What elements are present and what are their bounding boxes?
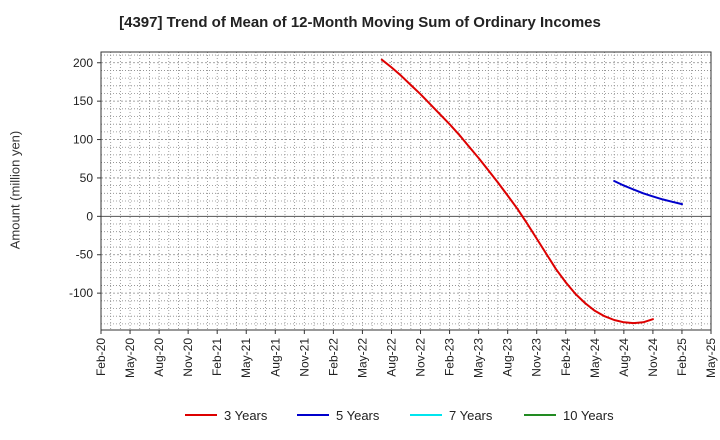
x-tick-label: Nov-20	[181, 338, 195, 377]
x-tick-label: May-23	[472, 338, 486, 378]
legend-label-3-years: 3 Years	[224, 408, 268, 423]
y-tick-label: 200	[73, 56, 93, 70]
legend-label-7-years: 7 Years	[449, 408, 493, 423]
chart-title: [4397] Trend of Mean of 12-Month Moving …	[119, 14, 601, 31]
x-tick-label: May-24	[588, 338, 602, 378]
x-tick-label: May-20	[123, 338, 137, 378]
y-tick-label: 150	[73, 94, 93, 108]
x-tick-label: Feb-20	[94, 338, 108, 376]
y-tick-label: -50	[76, 248, 94, 262]
x-tick-label: Aug-24	[617, 338, 631, 377]
y-tick-label: 0	[86, 209, 93, 223]
x-tick-label: Feb-21	[210, 338, 224, 376]
x-tick-label: Aug-22	[384, 338, 398, 377]
plot-area-border	[100, 51, 712, 331]
x-tick-label: Feb-25	[675, 338, 689, 376]
x-tick-label: Aug-23	[501, 338, 515, 377]
x-tick-label: May-22	[355, 338, 369, 378]
y-tick-label: 100	[73, 133, 93, 147]
x-tick-label: Feb-23	[443, 338, 457, 376]
x-tick-label: Nov-23	[530, 338, 544, 377]
legend-label-10-years: 10 Years	[563, 408, 614, 423]
x-tick-label: Nov-22	[414, 338, 428, 377]
x-tick-label: Nov-21	[297, 338, 311, 377]
y-tick-label: 50	[80, 171, 94, 185]
x-tick-label: May-21	[239, 338, 253, 378]
x-tick-label: Aug-21	[268, 338, 282, 377]
x-tick-label: May-25	[704, 338, 718, 378]
x-tick-label: Feb-24	[559, 338, 573, 376]
series-line-3-years	[380, 58, 654, 325]
x-tick-label: Feb-22	[326, 338, 340, 376]
x-tick-label: Nov-24	[646, 338, 660, 377]
series-line-5-years	[613, 180, 683, 206]
y-tick-label: -100	[69, 286, 93, 300]
legend-label-5-years: 5 Years	[336, 408, 380, 423]
x-tick-label: Aug-20	[152, 338, 166, 377]
